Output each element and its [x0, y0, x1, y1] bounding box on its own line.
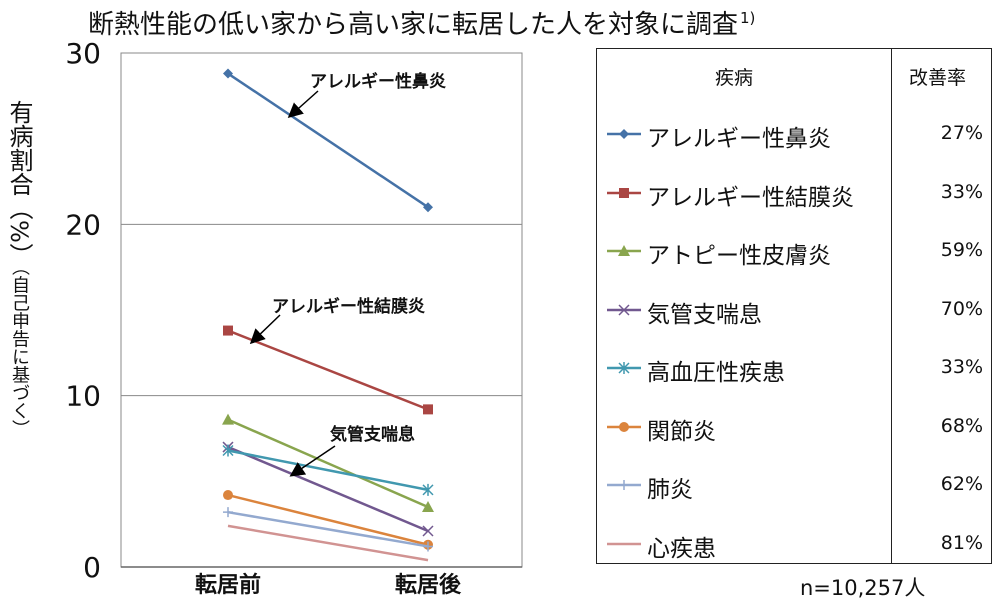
series-annotation: アレルギー性鼻炎 — [310, 71, 446, 92]
data-point — [423, 202, 433, 213]
data-point — [422, 483, 434, 496]
legend-swatch — [607, 303, 641, 316]
x-tick-label: 転居後 — [395, 572, 462, 598]
annotation-arrow — [249, 314, 281, 345]
legend-disease-name: アレルギー性鼻炎 — [647, 126, 831, 152]
legend-row: 関節炎 68% — [597, 407, 991, 447]
legend-improvement-rate: 81% — [940, 531, 983, 554]
series-3 — [222, 413, 434, 513]
series-5 — [222, 444, 434, 496]
legend-improvement-rate: 68% — [940, 414, 983, 437]
legend-swatch-marker — [618, 245, 630, 256]
legend-improvement-rate: 27% — [940, 122, 983, 144]
legend-row: アトピー性皮膚炎 59% — [597, 231, 991, 271]
legend-disease-name: 肺炎 — [647, 477, 693, 503]
y-axis-label: 有病割合（%）（自己申告に基づく） — [5, 100, 33, 438]
legend-swatch — [607, 362, 641, 374]
legend-improvement-rate: 59% — [940, 239, 983, 261]
data-point — [422, 501, 434, 513]
y-tick-label: 30 — [65, 37, 101, 70]
series-annotation: 気管支喘息 — [329, 424, 415, 445]
series-line — [227, 445, 429, 533]
legend-swatch — [607, 187, 641, 198]
data-point — [223, 325, 233, 336]
legend-swatch — [607, 542, 641, 545]
data-point — [423, 541, 433, 552]
series-1 — [223, 68, 433, 213]
annotation-arrow — [287, 90, 319, 118]
data-point — [222, 413, 234, 425]
data-point — [223, 68, 233, 79]
legend-improvement-rate: 33% — [940, 180, 983, 203]
legend-disease-name: アトピー性皮膚炎 — [647, 243, 831, 269]
legend-row: 気管支喘息 70% — [597, 290, 991, 330]
series-line — [227, 493, 429, 546]
legend-row: 肺炎 62% — [597, 465, 991, 505]
series-line — [227, 510, 429, 548]
legend-disease-name: 心疾患 — [647, 535, 716, 562]
legend-table: 疾病 改善率 アレルギー性鼻炎 27% アレルギー性結膜炎 33% アトピー性皮膚炎 59… — [596, 48, 992, 564]
legend-swatch-marker — [619, 480, 629, 490]
legend-disease-name: アレルギー性結膜炎 — [647, 184, 854, 211]
sample-size-note: n=10,257人 — [800, 576, 926, 600]
legend-row: 高血圧性疾患 33% — [597, 348, 991, 388]
legend-swatch-marker — [618, 303, 630, 316]
legend-header-disease: 疾病 — [715, 67, 754, 89]
legend-swatch-marker — [619, 187, 629, 198]
data-point — [223, 490, 233, 501]
series-7 — [223, 507, 433, 552]
legend-swatch-marker — [619, 421, 629, 432]
x-tick-label: 転居前 — [195, 572, 261, 598]
series-line — [227, 449, 429, 492]
legend-improvement-rate: 33% — [940, 356, 983, 378]
data-point — [222, 444, 234, 457]
legend-divider — [891, 49, 892, 563]
legend-header-rate: 改善率 — [909, 67, 967, 89]
legend-improvement-rate: 62% — [940, 473, 983, 495]
legend-row: アレルギー性結膜炎 33% — [597, 173, 991, 213]
series-8 — [227, 524, 429, 562]
legend-row: 心疾患 81% — [597, 524, 991, 564]
legend-swatch-marker — [618, 362, 630, 374]
legend-swatch — [607, 480, 641, 490]
series-line — [227, 418, 429, 509]
legend-improvement-rate: 70% — [940, 297, 983, 320]
data-point — [422, 525, 434, 537]
legend-swatch — [607, 245, 641, 256]
title-footnote-mark: 1) — [740, 9, 756, 27]
legend-disease-name: 高血圧性疾患 — [647, 360, 785, 386]
y-tick-label: 10 — [65, 380, 101, 413]
series-line — [227, 72, 429, 209]
series-line — [227, 524, 429, 562]
legend-swatch-marker — [619, 129, 629, 139]
y-tick-label: 0 — [83, 551, 101, 584]
series-annotation: アレルギー性結膜炎 — [272, 296, 425, 317]
legend-swatch — [607, 421, 641, 432]
legend-disease-name: 気管支喘息 — [647, 301, 762, 328]
series-line — [227, 329, 429, 411]
legend-swatch — [607, 129, 641, 139]
chart-title-text: 断熱性能の低い家から高い家に転居した人を対象に調査 — [88, 10, 739, 40]
annotation-arrow — [289, 445, 336, 477]
data-point — [223, 507, 233, 518]
legend-row: アレルギー性鼻炎 27% — [597, 114, 991, 154]
y-axis-label-sub: （自己申告に基づく） — [9, 266, 30, 438]
data-point — [423, 404, 433, 415]
y-axis-label-main: 有病割合（%） — [5, 100, 33, 267]
legend-disease-name: 関節炎 — [647, 418, 716, 445]
chart-title: 断熱性能の低い家から高い家に転居した人を対象に調査 1) — [88, 4, 755, 41]
y-tick-label: 20 — [65, 208, 101, 241]
